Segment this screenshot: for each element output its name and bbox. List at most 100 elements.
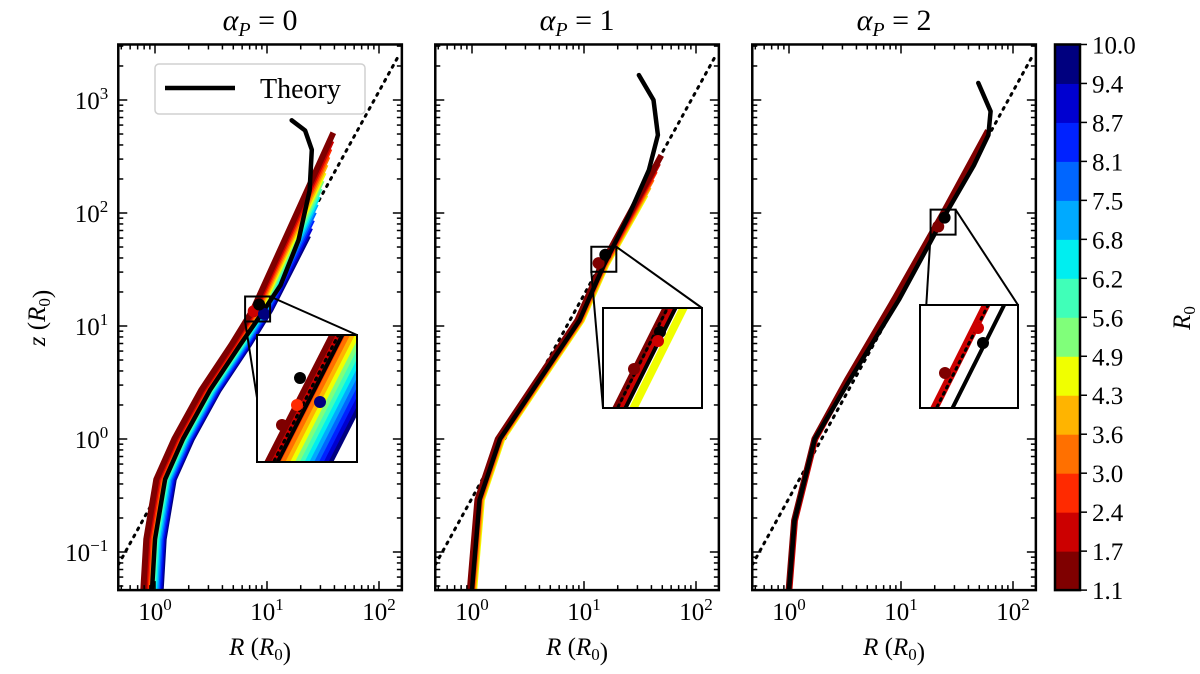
colorbar-bin-1.7 — [1055, 512, 1080, 552]
inset-theory-line — [950, 305, 1007, 408]
inset-simulation-band — [302, 355, 357, 462]
label-text: ) — [283, 639, 291, 666]
tick-label-base: 10 — [455, 599, 480, 626]
label-text: ) — [29, 290, 56, 298]
inset-simulation-band — [312, 374, 357, 462]
inset-simulation-band — [321, 392, 357, 462]
marker-point — [932, 220, 945, 233]
title-symbol: α — [857, 4, 874, 37]
title-subscript: P — [554, 19, 567, 41]
x-tick-label: 101 — [884, 595, 918, 626]
title-value: = 2 — [885, 4, 932, 37]
colorbar-bin-3.0 — [1055, 434, 1080, 474]
colorbar-tick-label: 1.1 — [1092, 578, 1123, 605]
inset-dotted-line — [271, 335, 340, 462]
label-subscript: 0 — [1180, 306, 1199, 315]
label-subscript: 0 — [274, 645, 283, 664]
panel-title: αP = 0 — [223, 4, 298, 41]
label-text: ( — [244, 634, 259, 661]
tick-label-base: 10 — [250, 599, 275, 626]
zoom-connector-line — [954, 209, 1019, 306]
inset-simulation-band — [307, 364, 357, 462]
tick-label-base: 10 — [362, 599, 387, 626]
inset-simulation-band — [618, 308, 675, 408]
inset-simulation-band — [264, 335, 336, 462]
tick-label-base: 10 — [75, 201, 100, 228]
theory-curve — [786, 80, 993, 591]
label-text: ) — [917, 639, 925, 666]
colorbar-tick-label: 3.6 — [1092, 422, 1123, 449]
x-tick-label: 102 — [362, 595, 396, 626]
colorbar-bin-3.6 — [1055, 395, 1080, 435]
y-tick-label: 10−1 — [65, 536, 108, 567]
colorbar-tick-label: 8.7 — [1092, 110, 1123, 137]
zoom-region-box — [929, 208, 957, 236]
x-tick-label: 101 — [567, 595, 601, 626]
y-tick-label: 103 — [75, 84, 109, 115]
marker-point — [253, 298, 266, 311]
label-subscript: 0 — [35, 298, 54, 307]
inset-simulation-band — [292, 336, 357, 462]
colorbar-tick-label: 10.0 — [1092, 32, 1136, 59]
tick-label-exponent: 1 — [100, 310, 109, 329]
inset-marker — [314, 396, 326, 408]
zoom-region-box — [590, 245, 618, 273]
inset-marker — [972, 322, 984, 334]
colorbar-bin-9.4 — [1055, 44, 1080, 84]
tick-label-exponent: 2 — [100, 197, 109, 216]
x-tick-label: 100 — [772, 595, 806, 626]
zoom-connector-line — [269, 295, 358, 336]
inset-marker — [652, 335, 664, 347]
colorbar-bin-4.3 — [1055, 356, 1080, 396]
inset-simulation-band — [316, 383, 357, 462]
tick-label-exponent: −1 — [90, 536, 108, 555]
title-value: = 1 — [568, 4, 615, 37]
inset-marker — [294, 372, 306, 384]
tick-label-base: 10 — [884, 599, 909, 626]
inset-plot — [920, 305, 1018, 408]
inset-marker — [977, 337, 989, 349]
tick-label-exponent: 3 — [100, 84, 109, 103]
tick-label-exponent: 2 — [387, 595, 396, 614]
panel-title: αP = 2 — [857, 4, 932, 41]
label-text: ( — [878, 634, 893, 661]
legend: Theory — [154, 63, 366, 115]
label-symbol: R — [1169, 315, 1196, 331]
label-symbol: R — [892, 634, 908, 661]
colorbar-bin-6.8 — [1055, 200, 1080, 240]
legend-label-theory: Theory — [260, 74, 341, 105]
y-tick-label: 100 — [75, 423, 109, 454]
colorbar-bin-2.4 — [1055, 473, 1080, 513]
label-symbol: R — [545, 634, 561, 661]
colorbar-tick-label: 9.4 — [1092, 71, 1124, 98]
inset-marker — [276, 419, 288, 431]
inset-frame — [256, 334, 358, 463]
tick-label-exponent: 0 — [480, 595, 489, 614]
plot-area — [435, 54, 717, 591]
axes-frame — [434, 43, 721, 592]
marker-point — [257, 307, 270, 320]
colorbar-bin-4.9 — [1055, 317, 1080, 357]
plot-area — [118, 54, 400, 591]
legend-box — [154, 63, 366, 115]
colorbar-label: R0 — [1169, 306, 1199, 331]
inset-simulation-band — [612, 308, 669, 408]
x-tick-label: 100 — [138, 595, 172, 626]
tick-label-exponent: 2 — [1021, 595, 1030, 614]
x-tick-label: 102 — [679, 595, 713, 626]
label-symbol: z — [24, 336, 51, 347]
x-tick-label: 101 — [250, 595, 284, 626]
panel-title: αP = 1 — [540, 4, 615, 41]
inset-frame — [919, 304, 1019, 409]
tick-label-base: 10 — [772, 599, 797, 626]
colorbar-tick-label: 4.3 — [1092, 383, 1123, 410]
marker-point — [592, 257, 605, 270]
tick-label-exponent: 2 — [704, 595, 713, 614]
colorbar-tick-label: 5.6 — [1092, 305, 1123, 332]
colorbar-tick-label: 3.0 — [1092, 461, 1123, 488]
tick-label-base: 10 — [138, 599, 163, 626]
inset-simulation-band — [278, 335, 351, 462]
label-symbol: R — [228, 634, 244, 661]
